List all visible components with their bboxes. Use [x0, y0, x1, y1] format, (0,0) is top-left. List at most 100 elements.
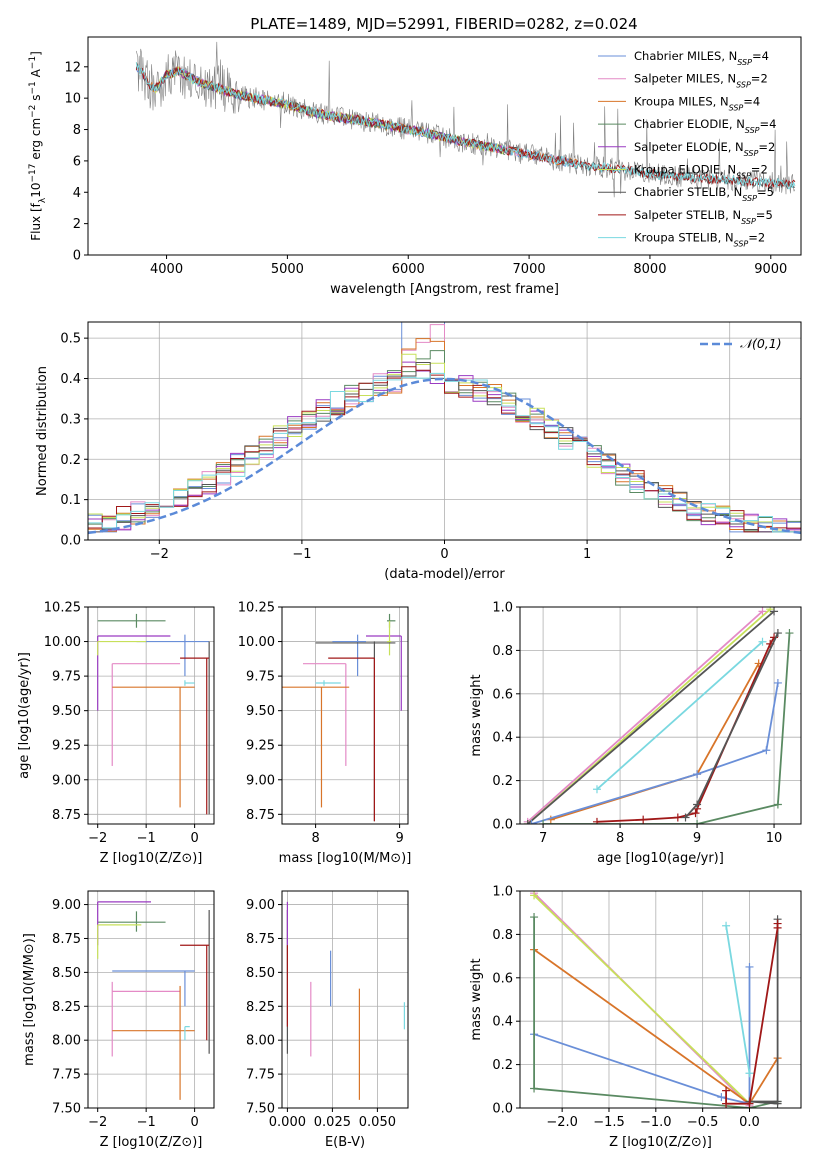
- legend-n-value: 5: [765, 208, 772, 222]
- y-tick-label: 0.4: [60, 372, 81, 387]
- legend-label: Chabrier MILES, NSSP=4: [634, 49, 769, 67]
- y-tick-label: 8.75: [52, 932, 81, 947]
- spectrum-axes: 4000 5000 6000 7000 8000 9000024681012wavelen…: [28, 36, 802, 297]
- mass-weight-line: [533, 917, 778, 1108]
- mass-weight-line: [533, 967, 751, 1105]
- y-axis-label-part: 10: [29, 183, 43, 198]
- y-tick-label: 9.00: [246, 898, 275, 913]
- y-tick-label: 8.75: [246, 932, 275, 947]
- mass-weight-marker: [592, 817, 601, 824]
- y-tick-label: 0.2: [60, 453, 81, 468]
- age_vs_Z-axes: −2 −1 0 8.75 9.00 9.25 9.50 9.75 10.00 10.25 Z [lo…: [17, 601, 215, 866]
- x-axis-label: E(B-V): [325, 1135, 365, 1150]
- legend-n-value: 5: [767, 185, 774, 199]
- x-tick-label: 1: [583, 547, 591, 562]
- x-axis-label: (data-model)/error: [384, 567, 505, 582]
- age_vs_Z-chart: −2 −1 0 8.75 9.00 9.25 9.50 9.75 10.00 10.25 Z [lo…: [17, 601, 215, 866]
- x-tick-label: 8: [616, 831, 624, 846]
- age_vs_Z-plot-area: [97, 613, 210, 815]
- axes-frame: [519, 890, 802, 1109]
- y-tick-label: 8.00: [52, 1034, 81, 1049]
- x-tick-label: 2: [726, 547, 734, 562]
- y-tick-label: 10.25: [44, 601, 81, 616]
- mass_vs_Z-axes: −2 −1 0 7.50 7.75 8.00 8.25 8.50 8.75 9.00 Z [log1…: [22, 890, 215, 1150]
- legend-model: Chabrier ELODIE: [634, 117, 729, 131]
- axes-frame: [281, 606, 409, 825]
- y-tick-label: 0.4: [492, 731, 513, 746]
- y-tick-label: 9.50: [52, 704, 81, 719]
- legend-n-sub: SSP: [745, 126, 760, 135]
- y-tick-label: 9.75: [52, 670, 81, 685]
- legend-n-value: 2: [758, 231, 765, 245]
- mass-weight-marker: [681, 813, 690, 822]
- mass_weight_vs_Z-axes: −2.0 −1.5 −1.0 −0.5 0.0 0.0 0.2 0.4 0.6 0.8 1.0 Z […: [469, 885, 802, 1150]
- x-tick-label: −1: [137, 831, 156, 846]
- mass-weight-marker: [530, 913, 539, 922]
- x-tick-label: 7000: [513, 262, 546, 277]
- y-axis-label: Normed distribution: [35, 366, 50, 496]
- legend-eq: =: [757, 185, 767, 199]
- residuals-legend: 𝒩(0,1): [700, 336, 782, 351]
- legend-sep: ,: [720, 163, 727, 177]
- y-tick-label: 8: [73, 123, 81, 138]
- legend-n-prefix: N: [734, 185, 743, 199]
- mass-weight-marker: [693, 770, 702, 779]
- y-tick-label: 6: [73, 154, 81, 169]
- legend-eq: =: [752, 49, 762, 63]
- legend-n-sub: SSP: [744, 148, 759, 157]
- mass-weight-marker: [639, 815, 648, 824]
- legend-label: Kroupa STELIB, NSSP=2: [634, 231, 765, 249]
- mass_vs_ebv-axes: 0.000 0.025 0.050 7.50 7.75 8.00 8.25 8.50 8.75 9…: [246, 890, 409, 1150]
- y-tick-label: 0.4: [492, 1015, 513, 1030]
- x-tick-label: 0.000: [269, 1115, 306, 1130]
- y-tick-label: 8.50: [246, 966, 275, 981]
- mass_vs_ebv-plot-area: [286, 901, 405, 1100]
- legend-sep: ,: [713, 94, 720, 108]
- y-axis-label: Flux [fλ10−17 erg cm−2 s−1 A−1]: [28, 51, 48, 241]
- x-tick-label: −0.5: [687, 1115, 719, 1130]
- x-tick-label: −1: [137, 1115, 156, 1130]
- legend-label: Kroupa MILES, NSSP=4: [634, 94, 760, 112]
- y-tick-label: 0.2: [492, 1058, 513, 1073]
- legend-n-prefix: N: [727, 72, 736, 86]
- axes-frame: [87, 890, 215, 1109]
- mass-weight-line: [596, 641, 764, 790]
- x-tick-label: −2: [88, 1115, 107, 1130]
- legend-eq: =: [751, 163, 761, 177]
- y-tick-label: 8.50: [52, 966, 81, 981]
- legend-n-value: 2: [768, 140, 775, 154]
- histogram-series: [88, 366, 801, 533]
- mass-weight-marker: [773, 800, 782, 809]
- legend-n-prefix: N: [736, 117, 745, 131]
- mass-weight-line: [725, 925, 751, 1074]
- y-tick-label: 8.75: [246, 808, 275, 823]
- x-tick-label: −2: [88, 831, 107, 846]
- x-axis-label: Z [log10(Z/Z⊙)]: [100, 1135, 203, 1150]
- x-tick-label: 10: [766, 831, 783, 846]
- mass-weight-marker: [762, 746, 771, 755]
- residuals-plot-area: [88, 322, 801, 535]
- mass-weight-line: [543, 632, 791, 824]
- y-tick-label: 4: [73, 186, 81, 201]
- y-axis-label-part: −2: [28, 105, 38, 118]
- legend-n-sub: SSP: [734, 239, 749, 248]
- y-tick-label: 0.3: [60, 412, 81, 427]
- x-tick-label: 0.050: [359, 1115, 396, 1130]
- mass-weight-marker: [722, 1099, 731, 1108]
- y-axis-label: mass weight: [469, 958, 484, 1040]
- y-tick-label: 9.25: [246, 739, 275, 754]
- legend-model: Chabrier MILES: [634, 49, 721, 63]
- y-tick-label: 1.0: [492, 885, 513, 900]
- histogram-series: [88, 372, 801, 533]
- mass-weight-marker: [773, 629, 782, 638]
- age_vs_mass-chart: 8 9 8.75 9.00 9.25 9.50 9.75 10.00 10.25 mass [lo…: [238, 601, 412, 867]
- legend-label: Salpeter STELIB, NSSP=5: [634, 208, 773, 226]
- y-tick-label: 0: [73, 249, 81, 264]
- mass-weight-marker: [758, 637, 767, 646]
- legend-label: Salpeter ELODIE, NSSP=2: [634, 140, 775, 158]
- y-axis-label-part: −1: [28, 81, 38, 94]
- mass-weight-marker: [530, 1084, 539, 1093]
- x-tick-label: −2.0: [546, 1115, 578, 1130]
- mass-weight-line: [533, 894, 751, 1105]
- x-axis-label: mass [log10(M/M⊙)]: [279, 851, 412, 866]
